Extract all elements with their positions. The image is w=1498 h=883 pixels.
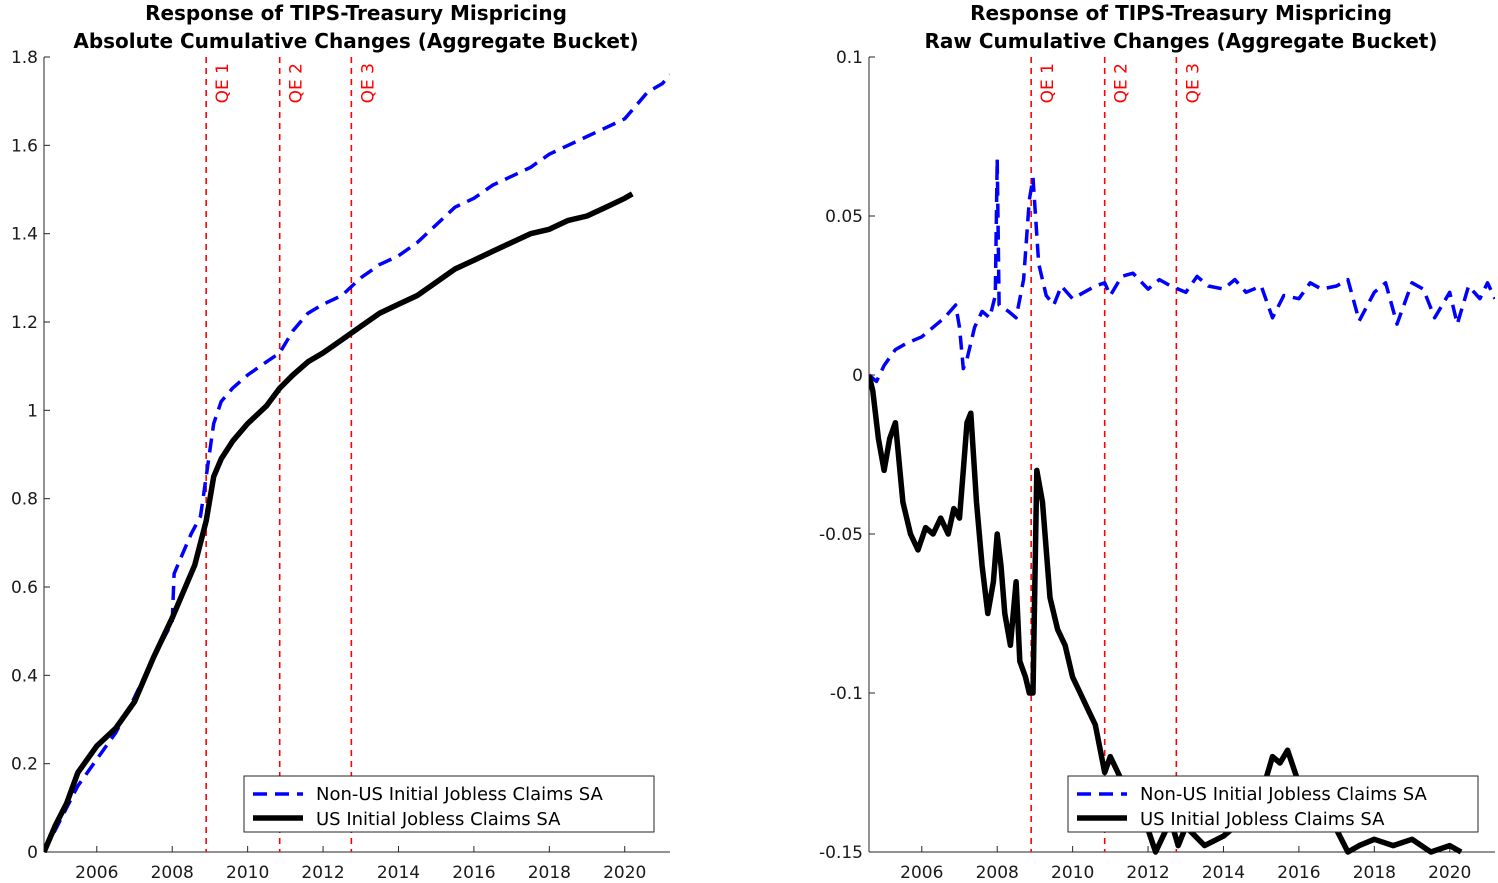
y-tick-label: 0.8: [11, 490, 38, 510]
plot-area: 0 0.2 0.4 0.6 0.8 1 1.2 1.4 1.6 1.8 2006 2008 2010 20…: [11, 48, 670, 883]
x-tick-label: 2012: [1126, 863, 1169, 883]
x-tick-label: 2018: [1353, 863, 1396, 883]
x-tick-label: 2016: [452, 863, 495, 883]
legend-label-non-us: Non-US Initial Jobless Claims SA: [1140, 784, 1428, 805]
y-tick-label: 1.4: [11, 225, 38, 245]
y-tick-label: 0.05: [825, 207, 863, 227]
qe-label: QE 2: [287, 63, 307, 103]
x-tick-label: 2014: [377, 863, 420, 883]
y-tick-label: 1.2: [11, 313, 38, 333]
legend-label-us: US Initial Jobless Claims SA: [1140, 809, 1385, 830]
x-tick-label: 2014: [1202, 863, 1245, 883]
series-line-non-us: [869, 157, 1495, 384]
qe-label: QE 1: [213, 63, 233, 103]
x-tick-label: 2008: [976, 863, 1019, 883]
x-tick-label: 2020: [603, 863, 646, 883]
legend-label-us: US Initial Jobless Claims SA: [316, 809, 561, 830]
series-line-us: [44, 191, 634, 854]
qe-label: QE 3: [358, 63, 378, 103]
x-tick-label: 2016: [1277, 863, 1320, 883]
x-tick-label: 2018: [528, 863, 571, 883]
x-tick-label: 2010: [226, 863, 269, 883]
x-tick-label: 2006: [75, 863, 118, 883]
y-tick-label: 0: [852, 366, 863, 386]
y-tick-label: 1.6: [11, 136, 38, 156]
legend: Non-US Initial Jobless Claims SA US Init…: [1067, 775, 1479, 833]
y-tick-label: -0.1: [830, 684, 863, 704]
legend-label-non-us: Non-US Initial Jobless Claims SA: [316, 784, 604, 805]
x-tick-label: 2020: [1428, 863, 1471, 883]
x-tick-label: 2012: [301, 863, 344, 883]
y-tick-label: -0.05: [819, 525, 863, 545]
y-tick-label: 1: [27, 401, 38, 421]
y-tick-label: 0.6: [11, 578, 38, 598]
chart-title: Response of TIPS-Treasury Mispricing: [145, 1, 567, 25]
qe-label: QE 1: [1038, 63, 1058, 103]
qe-label: QE 3: [1183, 63, 1203, 103]
y-tick-label: 0: [27, 843, 38, 863]
chart-title: Response of TIPS-Treasury Mispricing: [970, 1, 1392, 25]
raw-changes-chart: Response of TIPS-Treasury Mispricing Raw…: [819, 1, 1495, 883]
chart-subtitle: Absolute Cumulative Changes (Aggregate B…: [73, 29, 638, 53]
y-tick-label: 0.2: [11, 755, 38, 775]
legend: Non-US Initial Jobless Claims SA US Init…: [243, 775, 655, 833]
legend-box: [243, 775, 655, 833]
legend-box: [1067, 775, 1479, 833]
x-tick-label: 2010: [1051, 863, 1094, 883]
chart-subtitle: Raw Cumulative Changes (Aggregate Bucket…: [924, 29, 1437, 53]
series-line-non-us: [44, 73, 670, 853]
x-tick-label: 2006: [900, 863, 943, 883]
x-tick-label: 2008: [151, 863, 194, 883]
y-tick-label: 0.1: [836, 48, 863, 68]
y-tick-label: 1.8: [11, 48, 38, 68]
plot-area: -0.15 -0.1 -0.05 0 0.05 0.1 2006 2008 2010 2012 20…: [819, 48, 1495, 883]
y-tick-label: 0.4: [11, 666, 38, 686]
series-line-us: [869, 374, 1463, 855]
absolute-changes-chart: Response of TIPS-Treasury Mispricing Abs…: [11, 1, 670, 883]
y-tick-label: -0.15: [819, 843, 863, 863]
qe-label: QE 2: [1112, 63, 1132, 103]
